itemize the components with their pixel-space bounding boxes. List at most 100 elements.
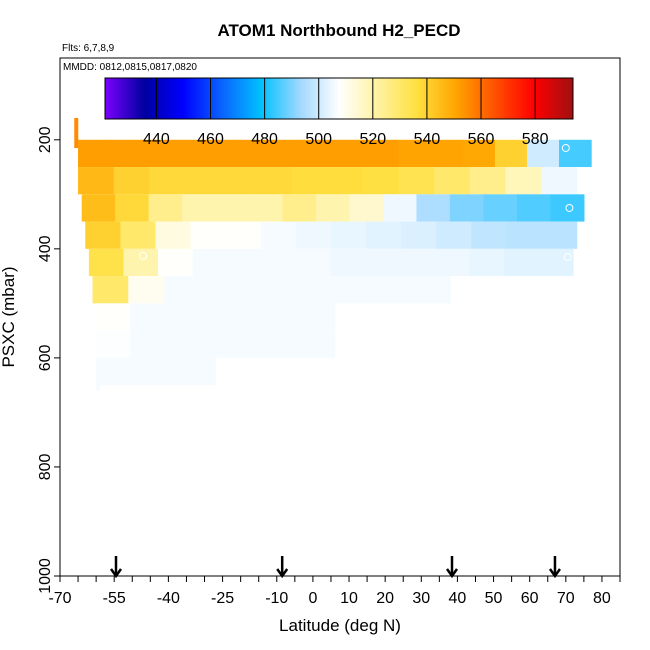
heatmap-cell [148,194,183,222]
heatmap-cell [401,221,437,249]
y-tick-label: 600 [37,344,54,371]
heatmap-mark [74,117,79,148]
heatmap-cell [471,221,508,249]
heatmap-cell [115,194,150,222]
circle-marker [563,253,572,262]
heatmap-cell [494,139,528,168]
heatmap-cell [382,194,418,222]
x-axis: -70 -55 -40 -25 -10 0 10 20 30 40 50 60 70 80 [48,576,621,607]
plot-frame [59,57,621,577]
heatmap-cell [362,167,400,195]
circle-marker [581,167,590,176]
x-tick-label: 50 [485,590,503,607]
heatmap-cell [330,221,367,249]
circle-marker [565,203,574,212]
latitude-arrow [109,556,123,579]
heatmap-cell [260,221,297,249]
heatmap-cell [142,139,175,168]
heatmap-cell [526,139,560,168]
heatmap-cell [192,248,228,277]
circle-marker [561,143,570,152]
heatmap-cell [334,139,368,168]
heatmap-cell [330,248,367,277]
heatmap-cell [78,139,111,168]
x-tick-label: -40 [157,590,180,607]
heatmap-layer [96,303,336,331]
heatmap-cell [266,330,302,358]
heatmap-cell [164,303,199,331]
heatmap-cell [503,248,540,277]
colorbar-tick-label: 520 [359,131,386,148]
heatmap-cell [434,248,470,277]
heatmap-cell [149,167,186,195]
heatmap-cell [266,303,302,331]
heatmap-cell [400,248,436,277]
heatmap-layer [78,139,592,168]
heatmap-cell [125,357,157,386]
heatmap-cell [469,248,505,277]
heatmap-cell [184,167,222,195]
heatmap-cell [92,276,129,304]
heatmap-cell [378,276,416,304]
heatmap-cell [414,276,451,304]
heatmap-cell [225,221,262,249]
heatmap-cell [302,139,336,168]
x-tick-label: 30 [412,590,430,607]
colorbar-tick-label: 560 [468,131,495,148]
heatmap-cell [307,276,344,304]
heatmap-cell [81,194,116,222]
latitude-arrow [548,556,561,579]
heatmap-cell [182,194,217,222]
circle-markers [139,143,590,262]
chart-title: ATOM1 Northbound H2_PECD [217,21,460,40]
heatmap-cell [185,357,216,386]
heatmap-cell [271,276,308,304]
heatmap-cell [436,221,472,249]
heatmap-layers [74,117,592,391]
heatmap-cell [541,221,578,249]
x-tick-label: 10 [340,590,358,607]
x-tick-label: -70 [48,590,71,607]
heatmap-cell [559,139,592,168]
heatmap-cell [120,221,157,249]
heatmap-cell [232,303,268,331]
heatmap-cell [235,276,272,304]
x-tick-label: 80 [593,590,611,607]
heatmap-cell [483,194,518,222]
heatmap-cell [88,248,125,277]
colorbar-tick-label: 440 [143,131,170,148]
y-axis: 200 400 600 800 1000 [37,126,60,594]
heatmap-cell [227,248,263,277]
heatmap-cell [300,330,336,358]
colorbar-tick-label: 500 [305,131,332,148]
heatmap-cell [164,276,201,304]
colorbar: 440 460 480 500 520 540 560 580 [104,77,574,148]
heatmap-cell [96,357,127,386]
heatmap-cell [232,330,268,358]
heatmap-layer [78,167,578,195]
heatmap-cell [164,330,199,358]
heatmap-cell [300,303,336,331]
heatmap-cell [96,385,101,391]
heatmap-cell [449,194,485,222]
colorbar-tick-label: 580 [522,131,549,148]
x-tick-label: -55 [103,590,126,607]
x-tick-label: 40 [449,590,467,607]
y-tick-label: 1000 [37,558,54,594]
heatmap-cell [249,194,284,222]
heatmap-cell [270,139,304,168]
heatmap-layer [96,385,101,391]
x-tick-label: 70 [557,590,575,607]
x-tick-label: 0 [308,590,317,607]
heatmap-layer [81,194,585,222]
x-tick-label: 60 [521,590,539,607]
heatmap-cell [174,139,207,168]
latitude-arrow [276,556,289,579]
heatmap-cell [430,139,464,168]
heatmap-cell [365,248,401,277]
heatmap-cell [110,139,143,168]
y-tick-label: 800 [37,454,54,481]
heatmap-cell [541,167,578,195]
heatmap-cell [296,248,332,277]
